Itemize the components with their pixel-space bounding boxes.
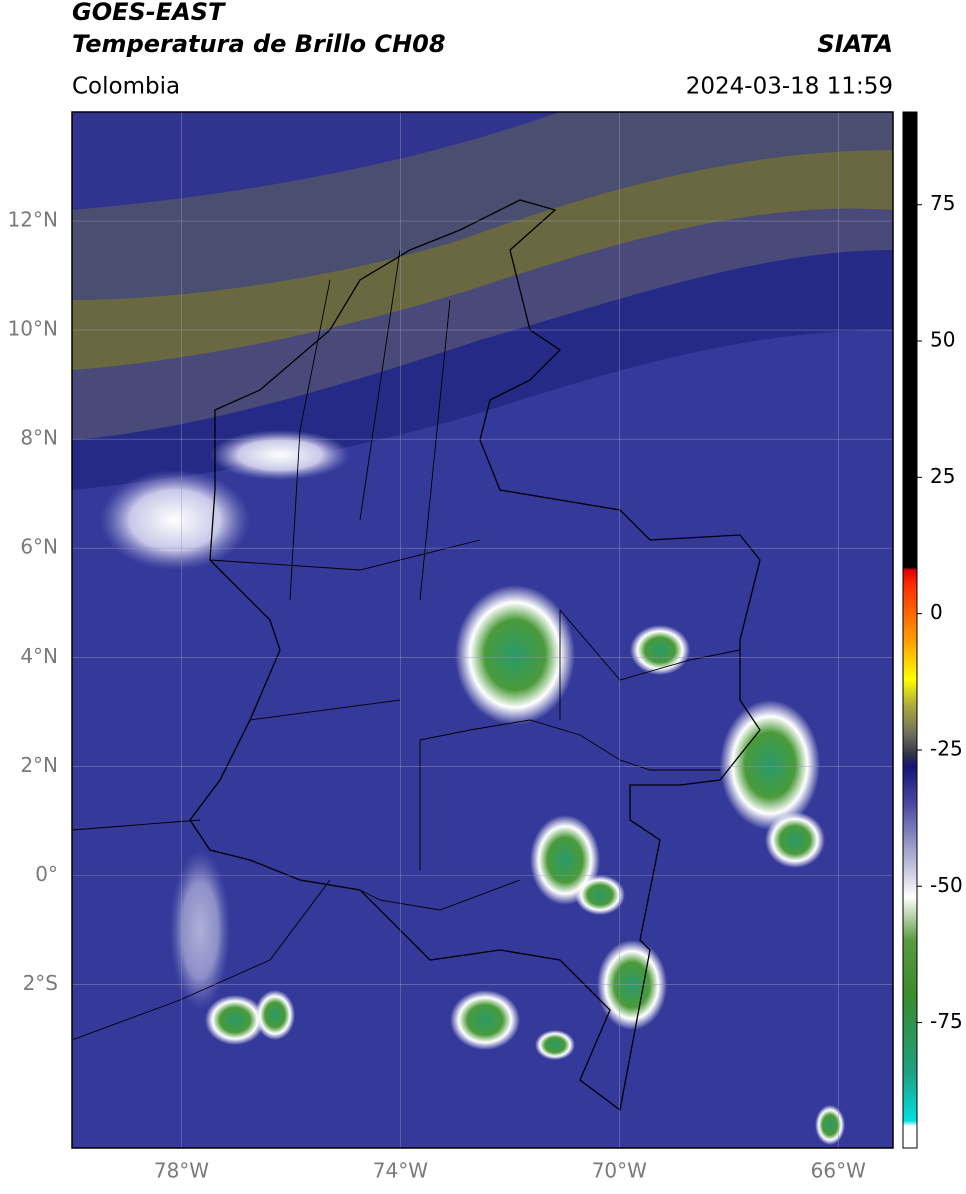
- colorbar: [902, 111, 918, 1149]
- y-tick-label: 4°N: [20, 644, 58, 668]
- y-tick-label: 12°N: [8, 208, 58, 232]
- x-tick-label: 70°W: [592, 1159, 647, 1183]
- region: Colombia: [72, 74, 180, 100]
- x-tick-label: 74°W: [373, 1159, 428, 1183]
- colorbar-tick-label: -75: [930, 1009, 963, 1033]
- y-tick-label: 2°S: [23, 971, 58, 995]
- x-tick-label: 78°W: [154, 1159, 209, 1183]
- colorbar-tick-label: -25: [930, 736, 963, 760]
- y-tick-label: 0°: [35, 862, 58, 886]
- y-tick-label: 6°N: [20, 535, 58, 559]
- satellite-image: [72, 112, 893, 1148]
- y-tick-label: 10°N: [8, 317, 58, 341]
- source: SIATA: [817, 30, 893, 58]
- subtitle: Temperatura de Brillo CH08: [72, 30, 446, 58]
- datetime: 2024-03-18 11:59: [686, 74, 893, 100]
- colorbar-tick-label: 75: [930, 191, 955, 215]
- colorbar-tick-label: 50: [930, 328, 955, 352]
- map-frame: [71, 111, 894, 1149]
- title: GOES-EAST: [72, 0, 226, 26]
- x-tick-label: 66°W: [811, 1159, 866, 1183]
- colorbar-tick-label: 0: [930, 600, 943, 624]
- colorbar-tick-label: 25: [930, 464, 955, 488]
- y-tick-label: 2°N: [20, 753, 58, 777]
- y-tick-label: 8°N: [20, 426, 58, 450]
- colorbar-tick-label: -50: [930, 873, 963, 897]
